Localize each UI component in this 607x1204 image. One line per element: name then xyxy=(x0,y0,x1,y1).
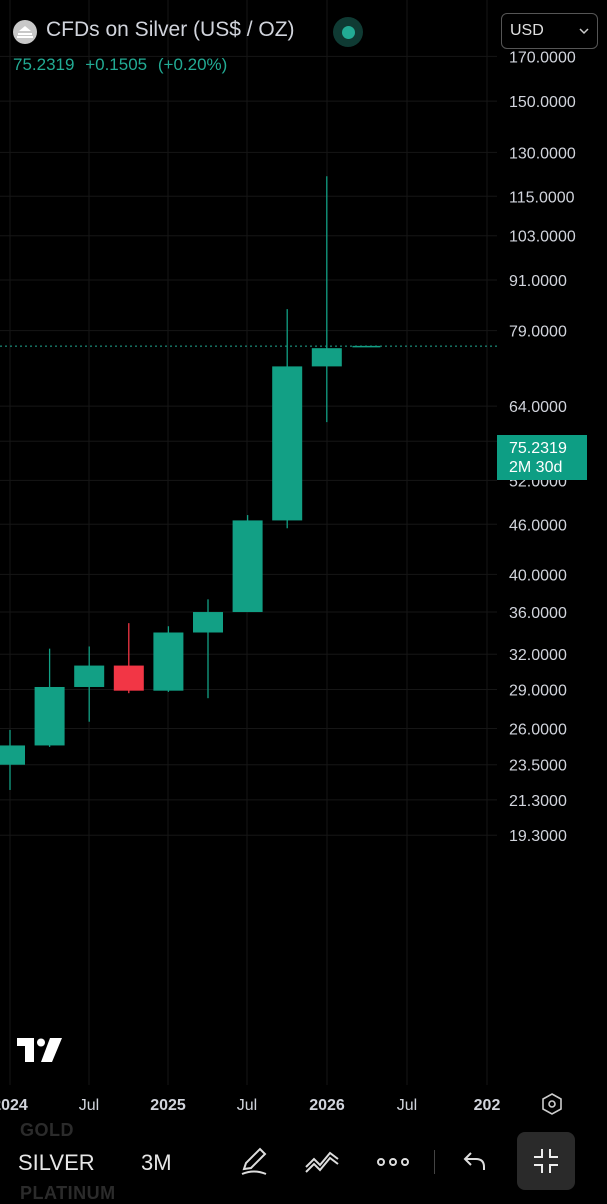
collapse-icon xyxy=(534,1149,558,1173)
price-quote: 75.2319 +0.1505 (+0.20%) xyxy=(13,55,233,75)
tradingview-logo-icon[interactable] xyxy=(17,1038,63,1067)
price-tick-label: 170.0000 xyxy=(509,49,576,66)
toolbar-divider xyxy=(434,1150,435,1174)
symbol-list-next[interactable]: PLATINUM xyxy=(20,1183,116,1203)
candle-body[interactable] xyxy=(311,348,342,367)
symbol-list-prev[interactable]: GOLD xyxy=(20,1120,74,1140)
price-tick-label: 150.0000 xyxy=(509,94,576,111)
price-tick-label: 29.0000 xyxy=(509,682,567,699)
price-tick-label: 115.0000 xyxy=(509,189,575,206)
price-tick-label: 130.0000 xyxy=(509,145,576,162)
time-tick-label: 2026 xyxy=(309,1097,345,1114)
time-tick-label: 2024 xyxy=(0,1097,28,1114)
time-axis: 2024 Jul 2025 Jul 2026 Jul 202 xyxy=(0,1097,500,1114)
symbol-selector[interactable]: SILVER xyxy=(18,1150,95,1175)
candles xyxy=(0,176,381,790)
bar-countdown: 2M 30d xyxy=(509,459,563,476)
last-price: 75.2319 xyxy=(13,55,75,74)
price-tick-label: 32.0000 xyxy=(509,647,567,664)
time-tick-label: Jul xyxy=(79,1097,99,1114)
chart-settings-icon[interactable] xyxy=(540,1092,564,1121)
price-tick-label: 40.0000 xyxy=(509,567,567,584)
price-tick-label: 91.0000 xyxy=(509,273,567,290)
currency-value: USD xyxy=(510,22,544,39)
live-status-icon xyxy=(333,17,363,47)
price-tick-label: 19.3000 xyxy=(509,828,567,845)
price-tick-label: 21.3000 xyxy=(509,793,567,810)
time-tick-label: 202 xyxy=(474,1097,501,1114)
price-tick-label: 26.0000 xyxy=(509,722,567,739)
price-chart[interactable]: 170.0000 150.0000 130.0000 115.0000 103.0000… xyxy=(0,0,607,1118)
price-change-percent: (+0.20%) xyxy=(157,55,228,74)
price-tick-label: 46.0000 xyxy=(509,517,567,534)
time-tick-label: Jul xyxy=(237,1097,257,1114)
time-tick-label: 2025 xyxy=(150,1097,186,1114)
price-tick-label: 64.0000 xyxy=(509,399,567,416)
current-price-value: 75.2319 xyxy=(509,440,567,457)
price-tick-label: 103.0000 xyxy=(509,229,576,246)
symbol-title[interactable]: CFDs on Silver (US$ / OZ) xyxy=(46,18,295,41)
undo-icon[interactable] xyxy=(462,1150,488,1177)
candle-body[interactable] xyxy=(34,686,65,746)
candle-body[interactable] xyxy=(272,366,303,521)
indicators-icon[interactable] xyxy=(304,1147,340,1180)
interval-selector[interactable]: 3M xyxy=(141,1150,172,1175)
price-tick-label: 23.5000 xyxy=(509,758,567,775)
price-change: +0.1505 xyxy=(85,55,148,74)
more-icon[interactable] xyxy=(376,1155,410,1173)
candle-body[interactable] xyxy=(74,665,105,687)
price-tick-label: 36.0000 xyxy=(509,605,567,622)
collapse-button[interactable] xyxy=(517,1132,575,1190)
candle-body[interactable] xyxy=(113,665,144,691)
candle-body[interactable] xyxy=(0,745,25,765)
bottom-toolbar xyxy=(0,1118,607,1199)
candle-body[interactable] xyxy=(232,520,263,613)
time-tick-label: Jul xyxy=(397,1097,417,1114)
price-tick-label: 79.0000 xyxy=(509,324,567,341)
drawing-pen-icon[interactable] xyxy=(238,1145,270,1182)
candle-body[interactable] xyxy=(153,632,184,691)
current-price-label: 75.2319 2M 30d xyxy=(497,435,587,480)
symbol-logo-icon xyxy=(13,20,37,44)
currency-select[interactable]: USD xyxy=(501,13,598,49)
chevron-down-icon xyxy=(579,27,589,34)
candle-body[interactable] xyxy=(193,612,223,633)
